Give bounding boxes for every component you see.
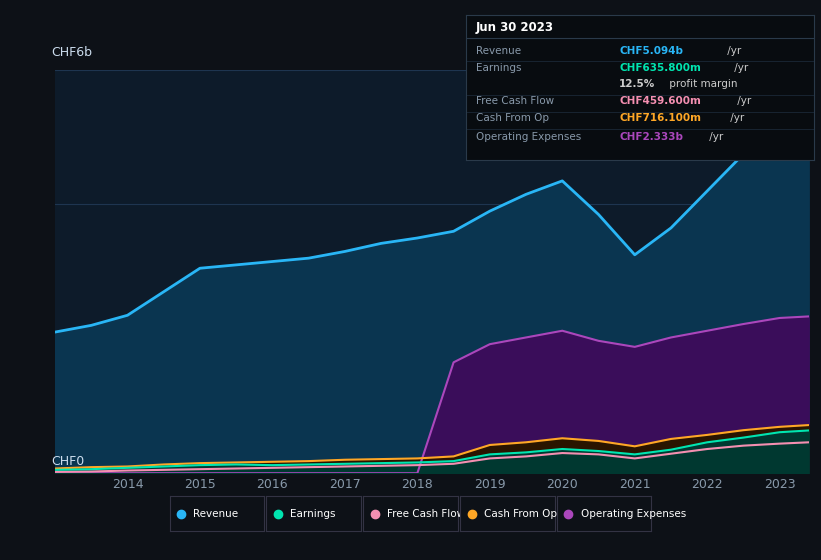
Text: Operating Expenses: Operating Expenses: [580, 508, 686, 519]
Text: CHF0: CHF0: [51, 455, 84, 468]
Text: Revenue: Revenue: [476, 45, 521, 55]
Text: profit margin: profit margin: [666, 79, 737, 88]
Text: Jun 30 2023: Jun 30 2023: [476, 21, 554, 34]
Text: /yr: /yr: [731, 63, 748, 73]
Text: Operating Expenses: Operating Expenses: [476, 132, 581, 142]
Text: Cash From Op: Cash From Op: [484, 508, 557, 519]
Text: Cash From Op: Cash From Op: [476, 114, 549, 123]
Text: Earnings: Earnings: [290, 508, 336, 519]
Text: /yr: /yr: [724, 45, 741, 55]
Text: Free Cash Flow: Free Cash Flow: [476, 96, 554, 106]
Text: CHF6b: CHF6b: [51, 46, 92, 59]
Text: 12.5%: 12.5%: [619, 79, 655, 88]
Text: /yr: /yr: [706, 132, 723, 142]
Text: CHF5.094b: CHF5.094b: [619, 45, 683, 55]
Text: /yr: /yr: [727, 114, 745, 123]
Text: CHF459.600m: CHF459.600m: [619, 96, 701, 106]
Text: CHF2.333b: CHF2.333b: [619, 132, 683, 142]
Text: CHF716.100m: CHF716.100m: [619, 114, 701, 123]
Text: Free Cash Flow: Free Cash Flow: [387, 508, 465, 519]
Text: Earnings: Earnings: [476, 63, 521, 73]
Text: CHF635.800m: CHF635.800m: [619, 63, 701, 73]
Text: /yr: /yr: [734, 96, 751, 106]
Text: Revenue: Revenue: [193, 508, 238, 519]
